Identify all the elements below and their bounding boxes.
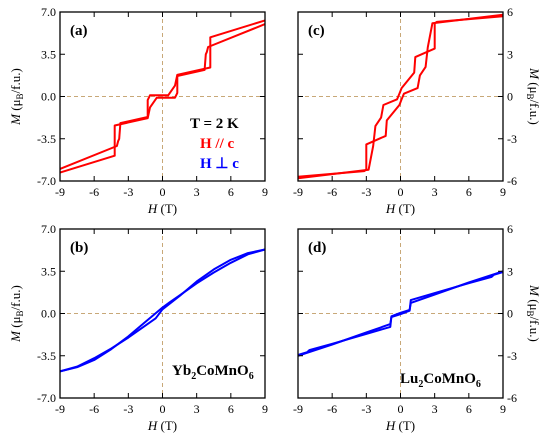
x-tick-label: 3: [194, 185, 200, 199]
x-tick-label: 9: [500, 402, 506, 416]
x-tick-label: 3: [432, 185, 438, 199]
x-tick-label: 3: [194, 402, 200, 416]
x-tick-label: 6: [228, 402, 234, 416]
series-up-sweep: [59, 23, 266, 174]
y-tick-label: -7.0: [37, 174, 56, 188]
series-up-sweep: [297, 13, 504, 178]
x-tick-label: -9: [55, 402, 65, 416]
y-axis-label: M (μB/f.u.): [525, 67, 542, 125]
y-tick-label: -7.0: [37, 391, 56, 405]
x-tick-label: 0: [398, 185, 404, 199]
x-tick-label: -9: [293, 402, 303, 416]
x-axis-label: H (T): [147, 418, 177, 433]
y-tick-label: 3.5: [41, 264, 56, 278]
x-tick-label: -6: [327, 402, 337, 416]
panel-a: -9 -6 -3 0 3 6 9 -7.0 -3.5 0.0 3.5 7.0 H (T) M (μB/f.…: [8, 5, 268, 216]
series-down-sweep: [297, 15, 504, 180]
compound-label-b: Yb2CoMnO6: [172, 363, 254, 382]
panel-label: (d): [308, 240, 326, 256]
x-tick-label: 9: [500, 185, 506, 199]
y-tick-label: -3.5: [37, 349, 56, 363]
x-axis-label: H (T): [147, 201, 177, 216]
y-axis-label: M (μB/f.u.): [8, 68, 25, 126]
y-tick-label: -6: [507, 391, 517, 405]
legend-h-perp-c: H ⊥ c: [200, 156, 239, 172]
x-tick-label: -6: [327, 185, 337, 199]
y-tick-label: 3: [507, 47, 513, 61]
x-axis-label: H (T): [385, 201, 415, 216]
y-tick-label: 0: [507, 90, 513, 104]
y-tick-label: 0.0: [41, 307, 56, 321]
y-tick-label: -3: [507, 349, 517, 363]
panel-label: (b): [70, 240, 88, 256]
x-tick-label: -3: [123, 185, 133, 199]
x-tick-label: 6: [228, 185, 234, 199]
x-axis-label: H (T): [385, 418, 415, 433]
x-tick-label: -6: [89, 402, 99, 416]
x-tick-label: 0: [160, 185, 166, 199]
x-tick-label: 0: [160, 402, 166, 416]
series-up-sweep: [59, 248, 266, 373]
panel-label: (c): [308, 23, 325, 39]
series-down-sweep: [59, 248, 266, 373]
y-tick-label: -3: [507, 132, 517, 146]
panel-b: -9 -6 -3 0 3 6 9 -7.0 -3.5 0.0 3.5 7.0 H (T) M (μB/f.…: [8, 222, 268, 433]
y-axis-label: M (μB/f.u.): [525, 284, 542, 342]
y-tick-label: 7.0: [41, 222, 56, 236]
y-tick-label: -6: [507, 174, 517, 188]
x-tick-label: -9: [293, 185, 303, 199]
x-tick-label: 9: [262, 402, 268, 416]
x-tick-label: -3: [361, 402, 371, 416]
x-tick-label: 3: [432, 402, 438, 416]
y-tick-label: 7.0: [41, 5, 56, 19]
y-tick-label: 0.0: [41, 90, 56, 104]
y-tick-label: 3.5: [41, 47, 56, 61]
y-tick-label: 6: [507, 5, 513, 19]
y-tick-label: 6: [507, 222, 513, 236]
x-tick-label: 6: [466, 185, 472, 199]
series-down-sweep: [297, 270, 504, 356]
x-tick-label: 6: [466, 402, 472, 416]
x-tick-label: -9: [55, 185, 65, 199]
legend-h-parallel-c: H // c: [200, 136, 235, 152]
x-tick-label: -3: [361, 185, 371, 199]
y-tick-label: 0: [507, 307, 513, 321]
y-tick-label: -3.5: [37, 132, 56, 146]
x-tick-label: -6: [89, 185, 99, 199]
x-tick-label: 9: [262, 185, 268, 199]
panel-label: (a): [70, 23, 88, 39]
temperature-label: T = 2 K: [190, 116, 239, 132]
compound-label-d: Lu2CoMnO6: [400, 371, 481, 390]
series-down-sweep: [59, 19, 266, 170]
y-tick-label: 3: [507, 264, 513, 278]
x-tick-label: -3: [123, 402, 133, 416]
y-axis-label: M (μB/f.u.): [8, 285, 25, 343]
x-tick-label: 0: [398, 402, 404, 416]
